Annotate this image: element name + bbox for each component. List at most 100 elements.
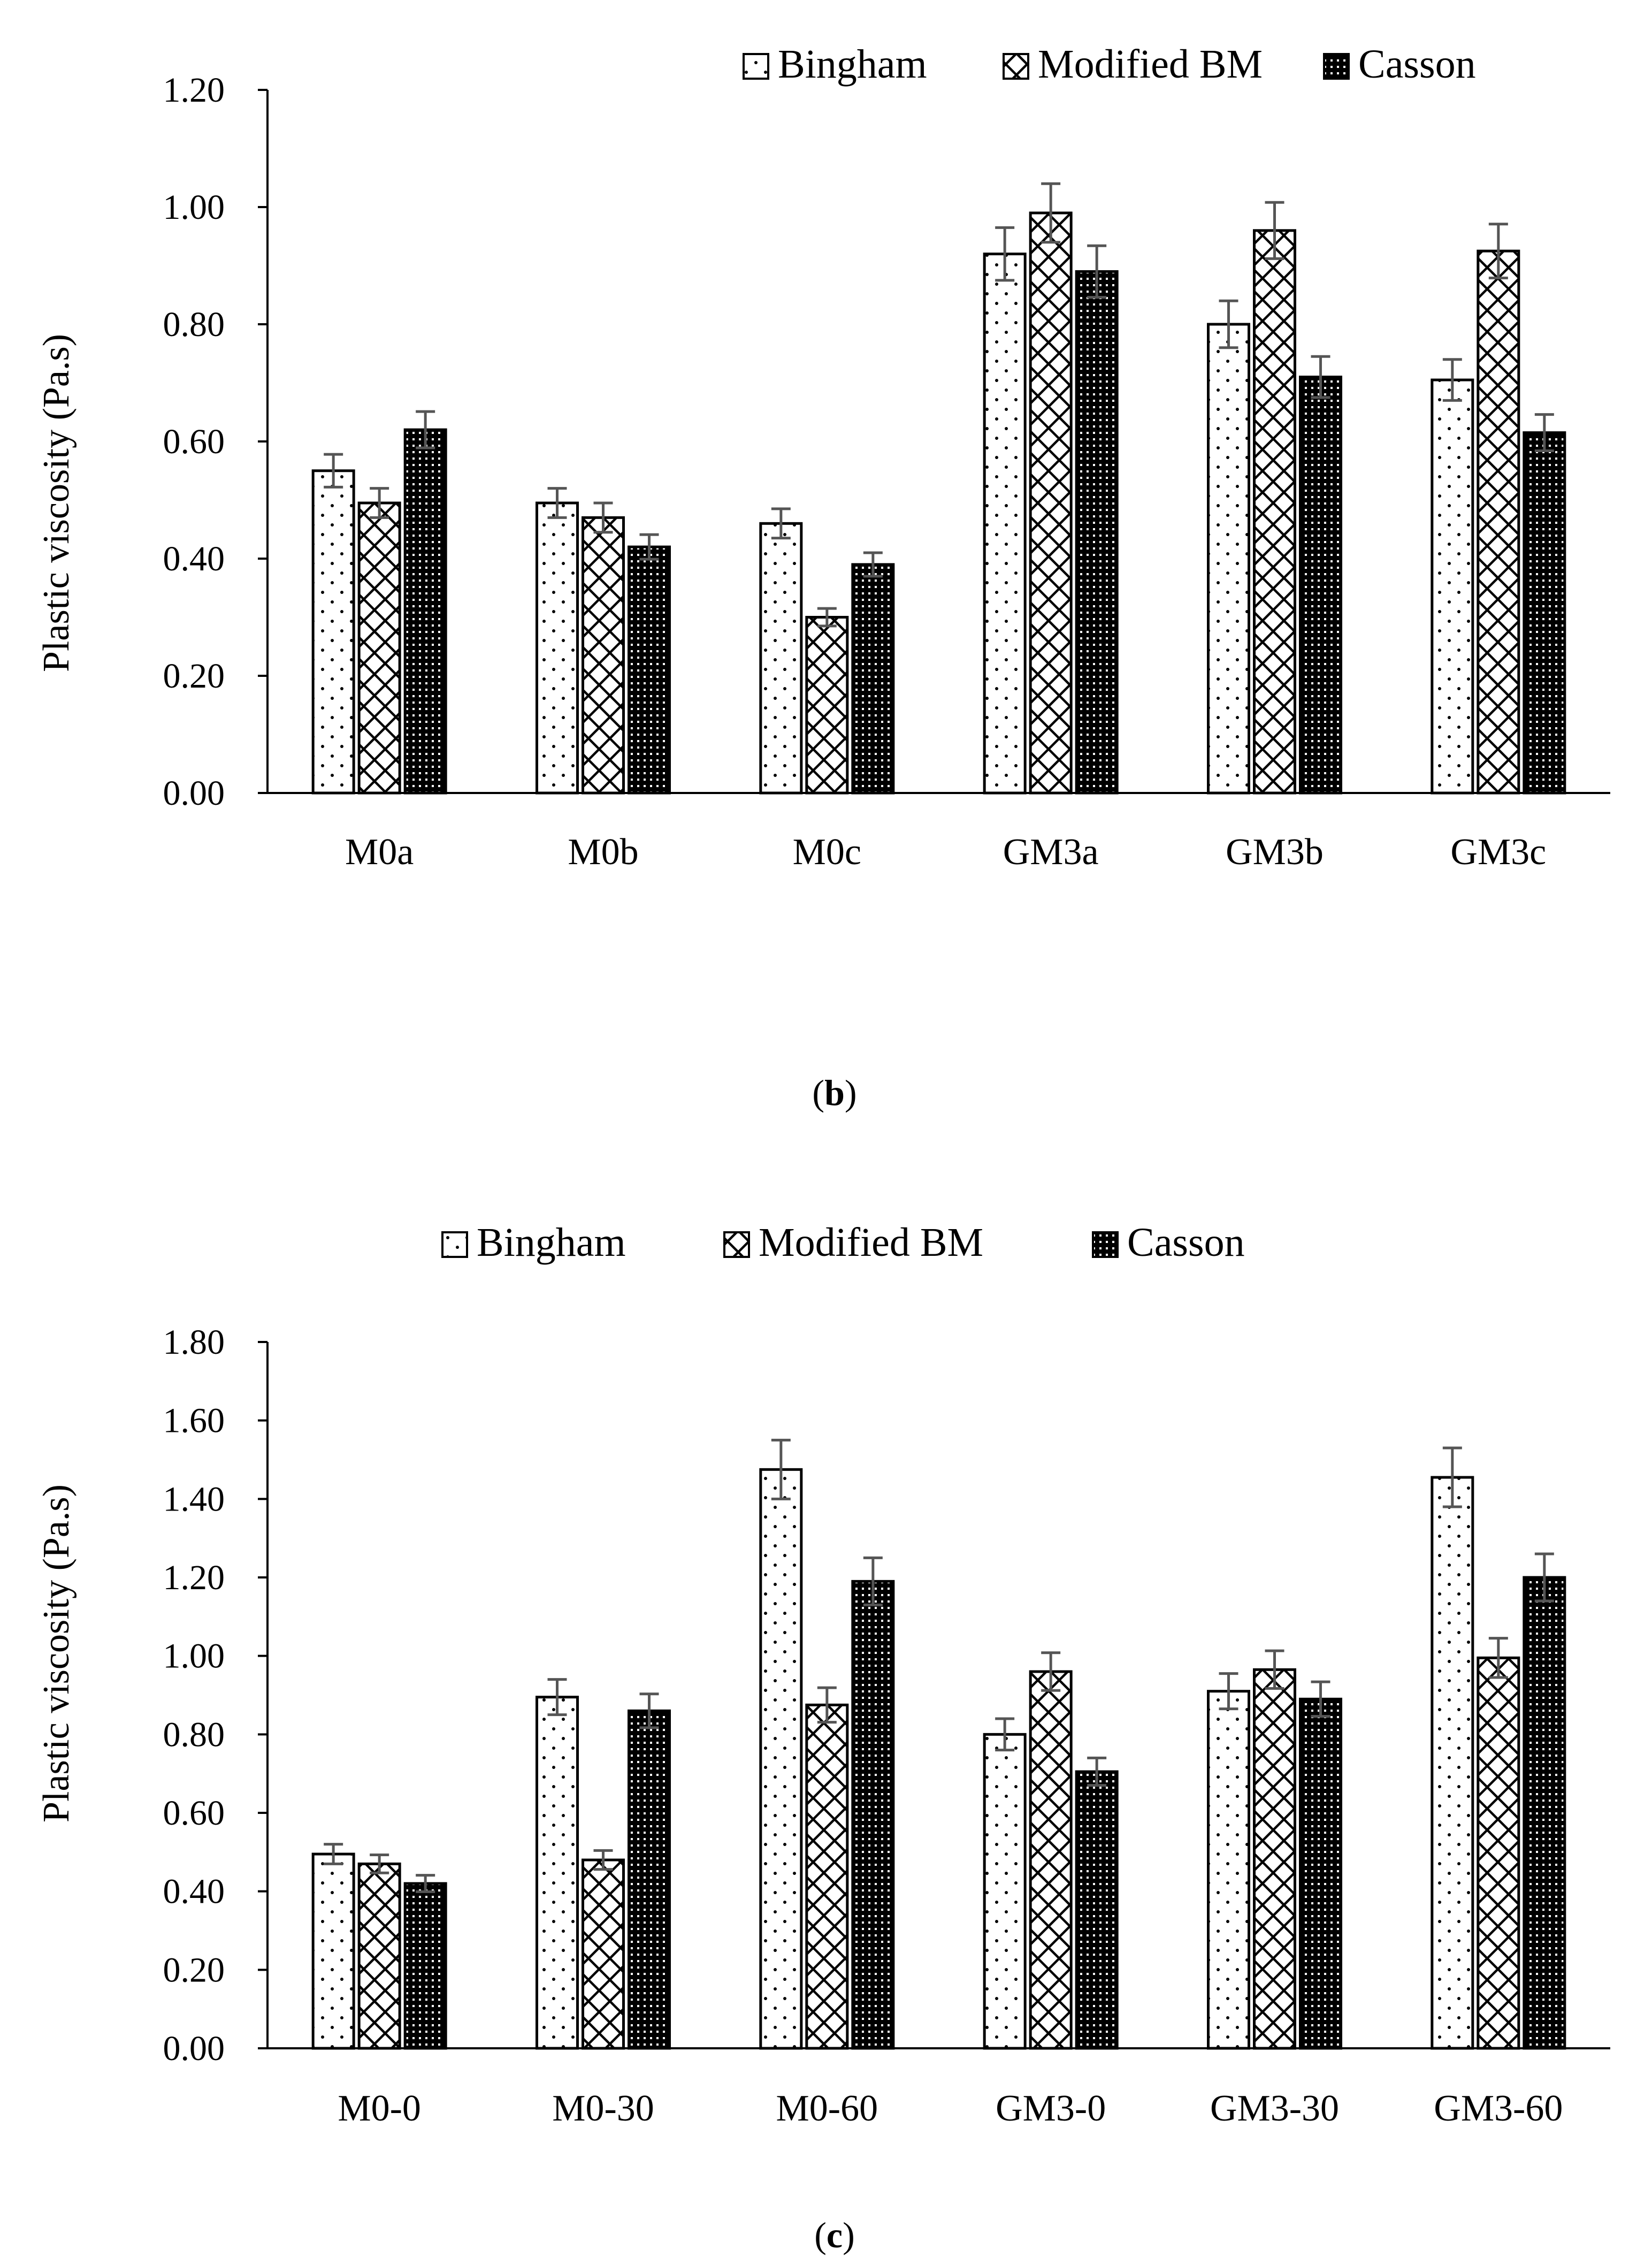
x-category-label: GM3c	[1450, 832, 1546, 873]
bar-group-gm3c	[1431, 223, 1566, 795]
bar-bingham-gm3-60	[1431, 1476, 1474, 2050]
bar-modified-bm-gm3-0	[1029, 1670, 1073, 2050]
axes	[266, 1342, 1610, 2049]
legend-swatch	[743, 53, 769, 80]
error-bar	[1265, 1649, 1284, 1690]
bar-modified-bm-gm3c	[1477, 249, 1520, 795]
bar-group-gm3-0	[983, 1651, 1119, 2050]
bar-modified-bm-m0a	[357, 501, 401, 795]
y-tick-label: 0.40	[163, 1872, 225, 1911]
legend-swatch	[441, 1231, 468, 1258]
bar-modified-bm-m0c	[805, 616, 849, 795]
error-bar	[416, 410, 435, 449]
legend-swatch	[1003, 53, 1029, 80]
legend-item-modified-bm: Modified BM	[1003, 42, 1263, 87]
y-tick-label: 1.40	[163, 1480, 225, 1519]
x-category-label: M0a	[345, 832, 414, 873]
error-bar	[1219, 299, 1238, 349]
legend-swatch	[1092, 1231, 1119, 1258]
bar-modified-bm-gm3a	[1029, 211, 1073, 795]
error-bar	[547, 1678, 567, 1717]
chart-panel-b: Bingham Modified BM Casson Plastic viscosi…	[36, 42, 1610, 1113]
error-bar	[1488, 1637, 1508, 1679]
error-bar	[416, 1874, 435, 1893]
legend: Bingham Modified BM Casson	[743, 42, 1476, 87]
error-bar	[324, 1843, 343, 1865]
x-category-label: GM3a	[1003, 832, 1099, 873]
bar-group-m0c	[759, 507, 895, 795]
error-bar	[1442, 1446, 1462, 1508]
bar-modified-bm-m0b	[582, 516, 625, 795]
error-bar	[639, 1692, 659, 1729]
error-bar	[370, 487, 389, 519]
error-bar	[593, 1849, 613, 1871]
x-category-label: M0c	[793, 832, 861, 873]
error-bar	[1265, 201, 1284, 260]
error-bar	[995, 226, 1015, 282]
bar-casson-m0-0	[403, 1882, 447, 2050]
bar-group-m0a	[311, 410, 447, 795]
bar-group-gm3-60	[1431, 1446, 1566, 2050]
y-axis-label: Plastic viscosity (Pa.s)	[36, 334, 77, 672]
bar-bingham-m0b	[536, 501, 579, 795]
bar-group-m0-30	[536, 1678, 671, 2050]
y-tick-label: 1.20	[163, 1558, 225, 1597]
error-bar	[1311, 355, 1330, 399]
error-bar	[547, 487, 567, 519]
y-tick-label: 1.00	[163, 188, 225, 227]
error-bar	[771, 1438, 791, 1500]
y-tick-label: 1.80	[163, 1323, 225, 1362]
x-category-label: M0-30	[552, 2088, 654, 2129]
error-bar	[324, 453, 343, 489]
y-tick-label: 0.20	[163, 1950, 225, 1989]
bar-bingham-gm3c	[1431, 378, 1474, 795]
bar-bingham-m0-60	[759, 1468, 803, 2050]
bar-casson-m0a	[403, 428, 447, 795]
error-bar	[1041, 1651, 1061, 1692]
legend-item-bingham: Bingham	[743, 42, 927, 87]
bar-series	[311, 1438, 1566, 2050]
y-tick-label: 0.20	[163, 657, 225, 696]
panel-caption: (c)	[814, 2215, 855, 2255]
legend: Bingham Modified BM Casson	[441, 1220, 1245, 1265]
bar-group-gm3b	[1207, 201, 1342, 795]
y-tick-label: 0.60	[163, 422, 225, 461]
error-bar	[1488, 223, 1508, 279]
error-bar	[1087, 244, 1107, 299]
legend-item-casson: Casson	[1323, 42, 1476, 87]
legend-label: Casson	[1358, 42, 1476, 87]
error-bar	[1219, 1672, 1238, 1711]
y-tick-label: 0.80	[163, 1715, 225, 1754]
legend-swatch	[1323, 53, 1350, 80]
y-tick-label: 1.60	[163, 1401, 225, 1440]
error-bar	[817, 607, 837, 628]
y-axis-label: Plastic viscosity (Pa.s)	[36, 1484, 77, 1822]
y-tick-label: 0.60	[163, 1794, 225, 1833]
bar-casson-gm3-0	[1075, 1770, 1119, 2050]
y-axis-ticks: 0.00 0.20 0.40 0.60 0.80 1.00 1.20 1.40 1.60 1.80	[163, 1323, 267, 2068]
x-category-label: GM3-30	[1210, 2088, 1339, 2129]
bar-casson-m0-60	[851, 1580, 895, 2050]
y-tick-label: 0.80	[163, 305, 225, 344]
error-bar	[771, 507, 791, 540]
error-bar	[1311, 1680, 1330, 1718]
bar-bingham-gm3-0	[983, 1733, 1027, 2050]
y-tick-label: 0.00	[163, 2029, 225, 2068]
bar-group-gm3-30	[1207, 1649, 1342, 2050]
bar-casson-gm3-30	[1299, 1697, 1342, 2050]
bar-casson-m0c	[851, 563, 895, 795]
chart-panel-c: Bingham Modified BM Casson Plastic viscosi…	[36, 1220, 1610, 2255]
bar-casson-gm3c	[1523, 431, 1566, 795]
bar-modified-bm-m0-30	[582, 1858, 625, 2050]
bar-group-m0b	[536, 487, 671, 795]
x-category-label: GM3-60	[1434, 2088, 1563, 2129]
bar-casson-m0-30	[628, 1709, 671, 2050]
error-bar	[817, 1686, 837, 1724]
y-tick-label: 1.20	[163, 71, 225, 110]
x-category-label: M0b	[568, 832, 638, 873]
axes	[266, 90, 1610, 794]
panel-caption-letter: b	[824, 1072, 845, 1113]
legend-item-casson: Casson	[1092, 1220, 1245, 1265]
legend-item-bingham: Bingham	[441, 1220, 626, 1265]
